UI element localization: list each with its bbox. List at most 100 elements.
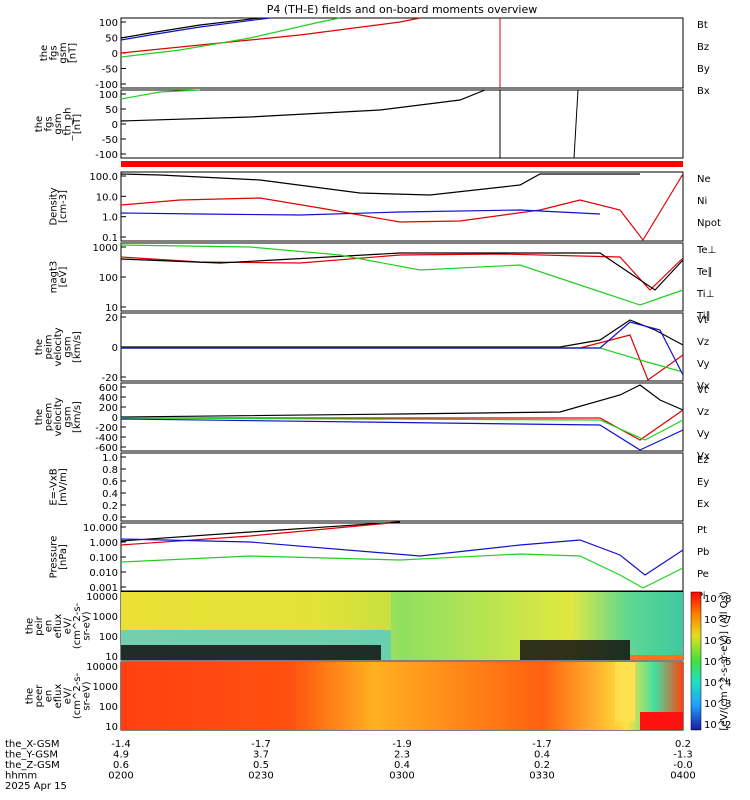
ytick-label: 10 [105,652,118,663]
ytick-label: 100 [99,632,118,643]
trace-Te-par [120,252,684,291]
ylabel-line: E=-VxB [48,468,59,505]
ytick-label: 0.8 [102,465,118,476]
footer-value: 0330 [529,771,554,782]
peer-spectrogram [121,662,683,730]
ylabel-line: fgs [48,45,59,60]
legend-item: Npot [697,218,721,229]
ylabel-line: sr-eV) [82,611,93,640]
legend-item: Te∥ [696,267,713,278]
footer-value: 0.6 [113,760,129,771]
ylabel-line: _th_ph [63,108,74,142]
ytick-label: 10 [105,722,118,733]
legend-item: Vt [697,385,708,396]
footer-value: 0400 [670,771,695,782]
ytick-label: 1.0 [102,453,118,464]
legend-item: Ez [697,455,709,466]
ytick-label: 10000 [86,662,118,673]
trace-By [120,17,341,58]
footer-value: 4.9 [113,750,129,761]
colorbar-tick: 10^2 [704,720,731,731]
footer-value: 3.7 [253,750,269,761]
colorbar-tick: 10^6 [704,636,731,647]
footer-row-label: hhmm [5,771,37,782]
trace-theta-green [120,89,201,100]
ytick-label: 0.010 [89,568,118,579]
panel-pressure: 10.000 1.000 0.100 0.010 0.001 Pressure[nPa] P… [48,522,709,602]
ytick-label: -20 [102,373,118,384]
ytick-label: 0.2 [102,501,118,512]
ytick-label: -400 [95,433,118,444]
footer-value: -1.3 [673,750,693,761]
ytick-label: 10.000 [83,523,118,534]
panel-frame [120,452,684,522]
ylabel-line: sr-eV) [82,681,93,710]
ylabel-line: gsm [63,336,74,357]
ylabel-line: en [44,690,55,703]
legend-item: Vt [697,315,708,326]
footer-row-label: the_Z-GSM [5,760,60,771]
ylabel-line: (cm^2-s- [72,672,83,719]
footer-value: -1.9 [392,739,412,750]
ytick-label: 20 [105,313,118,324]
ytick-label: 0 [112,413,118,424]
ytick-label: 1.000 [89,538,118,549]
trace-Vt-e [120,384,684,418]
legend-item: Te⊥ [696,245,716,256]
ylabel-line: peir [34,615,45,635]
trace-Ne [120,173,684,242]
separator-bar [121,161,683,167]
panel-frame [120,171,684,242]
colorbar-tick: 10^3 [704,699,731,710]
trace-Pt [120,521,401,542]
ylabel-line: [nT] [67,43,78,63]
ylabel-line: [cm-3] [58,190,69,223]
ytick-label: 100 [99,90,118,101]
ylabel-line: the [39,45,50,61]
legend-item: Vz [697,407,709,418]
ytick-label: 0.1 [102,233,118,244]
footer-value: 0200 [108,771,133,782]
ylabel-line: eV/ [63,617,74,634]
ylabel-line: [nPa] [58,544,69,570]
legend-item: Ey [697,477,709,488]
ylabel-line: the [34,409,45,425]
trace-theta [120,89,486,122]
footer-value: 0.4 [394,760,410,771]
footer-value: 0300 [389,771,414,782]
ytick-label: 50 [105,105,118,116]
legend-item: Pb [697,547,709,558]
ylabel-line: [km/s] [72,401,83,433]
ylabel-line: peim [44,334,55,359]
ytick-label: 0 [112,49,118,60]
panel-frame [120,522,684,592]
ylabel-line: Pressure [48,536,59,579]
ylabel-line: the [34,116,45,132]
panel-density: 100.0 10.0 1.0 0.1 Density[cm-3] Ne Ni Npot [48,171,721,244]
ytick-label: 10000 [86,592,118,603]
spike-line [573,89,579,159]
trace-Ni [120,173,640,196]
ylabel-line: gsm [63,406,74,427]
trace-Pe [120,553,684,589]
colorbar-tick: 10^4 [704,678,731,689]
ylabel-line: the [25,618,36,634]
footer-value: -1.4 [111,739,131,750]
ylabel-line: magt3 [48,261,59,294]
ytick-label: 100.0 [89,172,118,183]
ylabel-line: eflux [53,614,64,639]
ytick-label: 1000 [93,243,118,254]
legend-item: By [697,64,710,75]
footer-row-label: the_Y-GSM [5,750,58,761]
ytick-label: 0 [112,343,118,354]
trace-Pb [120,522,391,546]
colorbar-tick: 10^7 [704,615,731,626]
panels-group: 100500-50-100thefgsgsm[nT]BtBzByBx100500… [25,17,721,733]
legend-item: Bt [697,20,708,31]
legend-item: Ti∥ [696,311,711,322]
footer: the_X-GSM -1.4 -1.7 -1.9 -1.7 0.2 the_Y-GSM 4.9… [5,739,696,792]
ylabel-line: (cm^2-s- [72,602,83,649]
